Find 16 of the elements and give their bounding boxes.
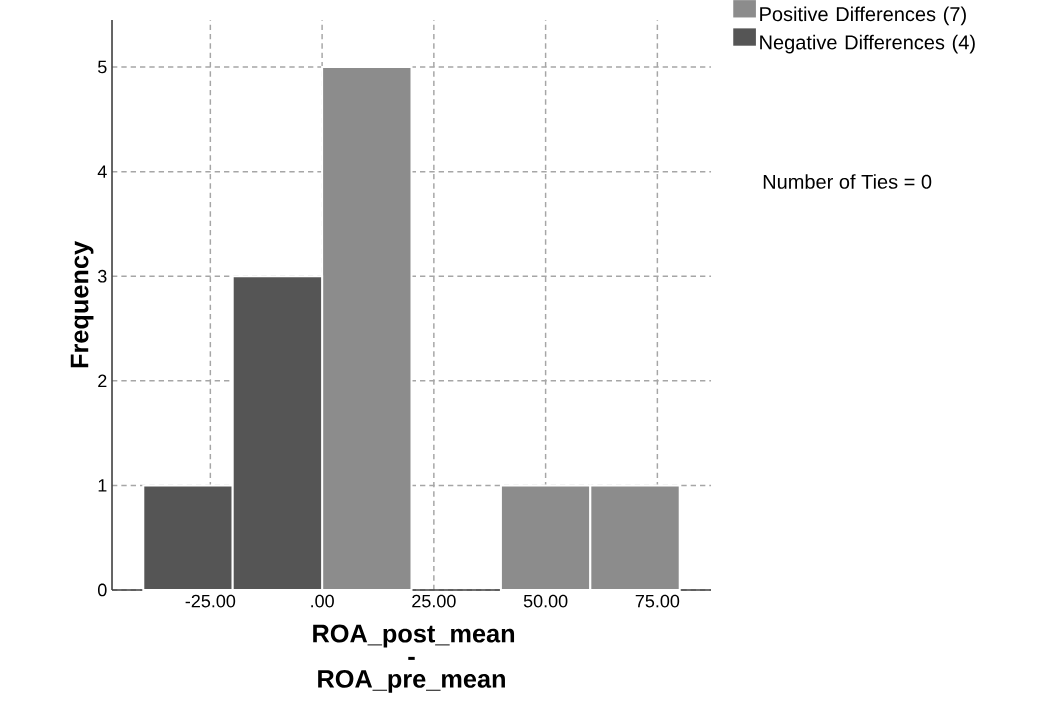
legend-label: Negative Differences (4) bbox=[760, 34, 975, 54]
legend-label: Positive Differences (7) bbox=[760, 6, 966, 26]
x-tick-label: -25.00 bbox=[185, 594, 236, 608]
text: Number of Ties = 0 bbox=[763, 174, 932, 189]
y-tick-label: 3 bbox=[97, 269, 107, 283]
x-tick-label: 50.00 bbox=[523, 594, 568, 608]
y-axis-title: Frequency bbox=[70, 241, 94, 368]
y-tick-label: 2 bbox=[98, 374, 107, 388]
y-tick-label: 5 bbox=[98, 60, 107, 74]
y-tick-label: 1 bbox=[98, 479, 107, 492]
y-tick-label: 0 bbox=[98, 583, 107, 597]
x-tick-label: 25.00 bbox=[412, 594, 456, 608]
x-tick-label: .00 bbox=[311, 594, 334, 608]
x-axis-title: ROA_post_mean - ROA_pre_mean bbox=[313, 624, 515, 693]
y-tick-label: 4 bbox=[97, 165, 107, 178]
x-tick-label: 75.00 bbox=[635, 594, 680, 608]
